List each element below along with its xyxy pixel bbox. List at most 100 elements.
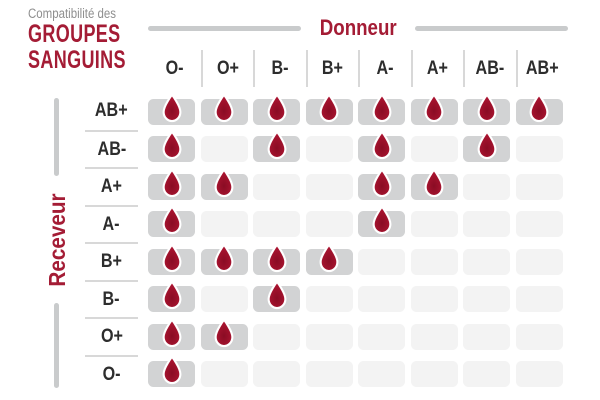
compatibility-cell bbox=[148, 355, 195, 387]
compatibility-cell bbox=[515, 93, 563, 125]
receiver-row-header: A+ bbox=[85, 167, 138, 205]
receiver-axis-label: Receveur bbox=[44, 193, 70, 287]
compatibility-cell bbox=[200, 318, 248, 350]
receiver-row-header: A- bbox=[85, 204, 138, 243]
receiver-axis-rule-bottom bbox=[54, 303, 59, 388]
donor-column-header-label: B+ bbox=[322, 58, 344, 79]
donor-column-header: O- bbox=[148, 50, 201, 87]
blood-drop-icon bbox=[372, 93, 391, 122]
blood-drop-icon bbox=[372, 130, 391, 160]
blood-drop-icon bbox=[477, 93, 496, 122]
compatibility-cell bbox=[200, 93, 248, 125]
receiver-row-header: B+ bbox=[85, 242, 138, 280]
compatibility-cell bbox=[253, 243, 300, 275]
compatibility-cell bbox=[305, 173, 353, 200]
donor-column-header: AB- bbox=[463, 50, 516, 87]
compatibility-cell bbox=[515, 248, 563, 275]
blood-drop-icon bbox=[372, 205, 391, 235]
compatibility-cell bbox=[463, 93, 510, 125]
donor-column-header-label: B- bbox=[271, 58, 289, 79]
compatibility-cell bbox=[515, 361, 563, 387]
compatibility-cell bbox=[358, 168, 405, 200]
blood-drop-icon bbox=[319, 93, 339, 122]
compatibility-cell bbox=[515, 211, 563, 237]
compatibility-cell bbox=[515, 173, 563, 200]
compatibility-cell bbox=[148, 205, 195, 237]
donor-column-header: O+ bbox=[200, 50, 254, 87]
blood-drop-icon bbox=[267, 243, 286, 272]
receiver-row-header: O+ bbox=[85, 317, 138, 355]
compatibility-cell bbox=[253, 93, 300, 125]
blood-drop-icon bbox=[214, 318, 234, 347]
blood-drop-icon bbox=[319, 243, 339, 272]
compatibility-cell bbox=[200, 211, 248, 237]
compatibility-cell bbox=[463, 323, 510, 350]
donor-column-header: A- bbox=[358, 50, 411, 87]
compatibility-cell bbox=[410, 168, 458, 200]
donor-column-header-label: O- bbox=[165, 58, 184, 79]
receiver-row-header-label: A- bbox=[102, 213, 121, 235]
compatibility-cell bbox=[148, 243, 195, 275]
compatibility-cell bbox=[463, 248, 510, 275]
receiver-row-header: AB+ bbox=[85, 92, 138, 130]
compatibility-cell bbox=[463, 211, 510, 237]
donor-axis-rule-right bbox=[415, 25, 569, 31]
compatibility-cell bbox=[253, 173, 300, 200]
compatibility-cell bbox=[515, 136, 563, 162]
compatibility-cell bbox=[148, 318, 195, 350]
receiver-row-header-label: AB+ bbox=[95, 100, 128, 121]
compatibility-cell bbox=[410, 361, 458, 387]
compatibility-cell bbox=[253, 280, 300, 312]
receiver-row-header-label: B- bbox=[102, 288, 121, 310]
compatibility-cell bbox=[410, 323, 458, 350]
receiver-row-headers: AB+ AB- A+ A- B+ B- O+ O- bbox=[85, 92, 138, 392]
compatibility-matrix bbox=[148, 92, 568, 392]
blood-drop-icon bbox=[372, 168, 391, 197]
blood-drop-icon bbox=[162, 93, 181, 122]
compatibility-cell bbox=[305, 211, 353, 237]
compatibility-cell bbox=[148, 168, 195, 200]
receiver-row-header-label: B+ bbox=[100, 251, 123, 272]
compatibility-cell bbox=[463, 286, 510, 312]
chart-subtitle-line: Compatibilité des bbox=[28, 6, 117, 21]
compatibility-cell bbox=[148, 130, 195, 162]
compatibility-cell bbox=[200, 243, 248, 275]
donor-column-header-label: AB- bbox=[475, 58, 505, 79]
compatibility-cell bbox=[253, 130, 300, 162]
blood-drop-icon bbox=[162, 355, 181, 385]
compatibility-cell bbox=[358, 130, 405, 162]
blood-drop-icon bbox=[162, 168, 181, 197]
donor-column-header-label: A- bbox=[376, 58, 394, 79]
compatibility-cell bbox=[410, 248, 458, 275]
donor-column-header: AB+ bbox=[515, 50, 569, 87]
blood-drop-icon bbox=[214, 168, 234, 197]
donor-column-header-label: O+ bbox=[216, 58, 239, 79]
compatibility-cell bbox=[410, 136, 458, 162]
compatibility-cell bbox=[148, 93, 195, 125]
donor-axis-rule-left bbox=[148, 25, 301, 31]
compatibility-cell bbox=[463, 173, 510, 200]
donor-axis-label: Donneur bbox=[319, 15, 397, 40]
donor-axis: Donneur bbox=[148, 15, 569, 40]
compatibility-cell bbox=[200, 136, 248, 162]
compatibility-cell bbox=[200, 286, 248, 312]
compatibility-cell bbox=[253, 323, 300, 350]
blood-drop-icon bbox=[162, 205, 181, 235]
blood-drop-icon bbox=[267, 280, 286, 310]
compatibility-cell bbox=[305, 286, 353, 312]
compatibility-cell bbox=[305, 93, 353, 125]
receiver-row-header: B- bbox=[85, 279, 138, 318]
blood-drop-icon bbox=[529, 93, 549, 122]
donor-column-header-label: A+ bbox=[427, 58, 449, 79]
compatibility-cell bbox=[305, 323, 353, 350]
compatibility-cell bbox=[305, 361, 353, 387]
receiver-axis-rule-top bbox=[54, 98, 59, 176]
compatibility-cell bbox=[410, 286, 458, 312]
compatibility-cell bbox=[410, 211, 458, 237]
compatibility-cell bbox=[358, 93, 405, 125]
compatibility-cell bbox=[358, 286, 405, 312]
blood-drop-icon bbox=[214, 243, 234, 272]
blood-drop-icon bbox=[214, 93, 234, 122]
blood-drop-icon bbox=[162, 243, 181, 272]
